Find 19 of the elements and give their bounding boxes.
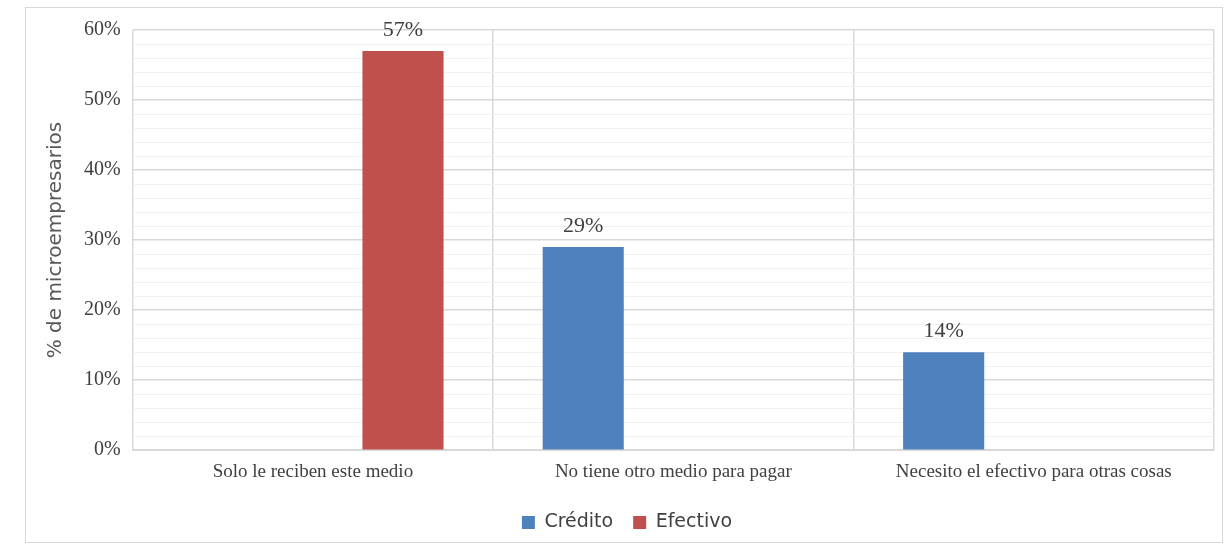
x-tick-label: No tiene otro medio para pagar [554, 459, 793, 481]
data-label: 14% [923, 316, 964, 342]
bar [542, 247, 624, 450]
y-tick-label: 10% [83, 367, 121, 390]
y-tick-label: 60% [83, 17, 121, 40]
bar [362, 51, 444, 450]
x-tick-label: Necesito el efectivo para otras cosas [895, 459, 1172, 481]
data-label: 57% [382, 15, 424, 41]
bar [903, 352, 985, 450]
y-tick-label: 30% [83, 227, 121, 250]
legend-label: Crédito [544, 509, 614, 532]
y-tick-label: 0% [93, 437, 121, 460]
x-tick-label: Solo le reciben este medio [212, 459, 414, 481]
y-tick-label: 50% [83, 87, 121, 110]
y-axis-title: % de microempresarios [42, 121, 67, 359]
y-tick-label: 20% [83, 297, 121, 320]
data-label: 29% [563, 211, 604, 237]
y-tick-label: 40% [83, 157, 121, 180]
legend-label: Efectivo [655, 509, 733, 532]
